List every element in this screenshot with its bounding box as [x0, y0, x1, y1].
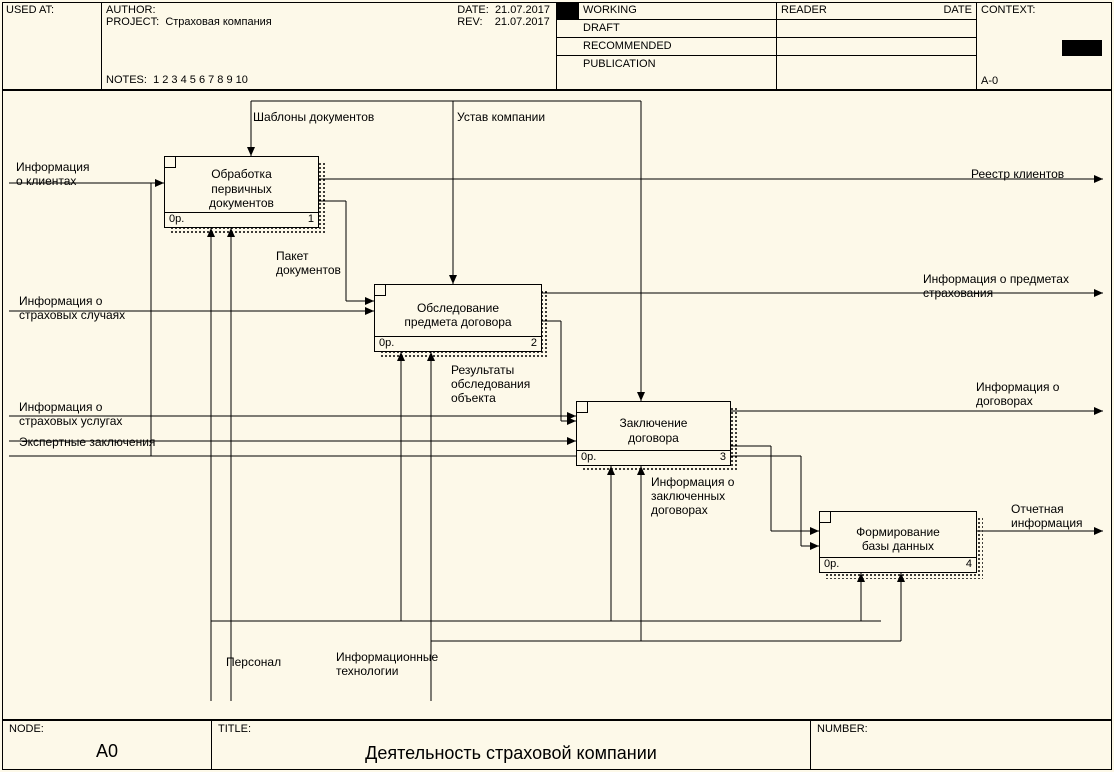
- flow-label-5: Результатыобследованияобъекта: [451, 364, 530, 405]
- flow-label-10: Информационныетехнологии: [336, 651, 438, 679]
- working-cell: WORKING: [579, 2, 777, 20]
- draft-label: DRAFT: [561, 22, 620, 34]
- context-label: CONTEXT:: [981, 4, 1035, 16]
- reader-row3: [777, 38, 977, 56]
- recommended-label: RECOMMENDED: [561, 40, 672, 52]
- working-label: WORKING: [583, 4, 637, 16]
- flow-label-8: Информация озаключенныхдоговорах: [651, 476, 734, 517]
- notes-value: 1 2 3 4 5 6 7 8 9 10: [153, 74, 248, 86]
- flow-label-3: Пакетдокументов: [276, 250, 341, 278]
- flow-label-0: Шаблоны документов: [253, 111, 374, 125]
- author-label: AUTHOR:: [106, 4, 156, 16]
- number-cell: NUMBER:: [810, 720, 1112, 770]
- date-label: DATE:: [457, 4, 489, 16]
- reader-date-label: DATE: [943, 4, 972, 16]
- status-marker: [557, 2, 579, 20]
- diagram-area: Обработкапервичныхдокументов0р.1 Обследов…: [2, 90, 1112, 720]
- reader-row4: [777, 56, 977, 90]
- reader-row2: [777, 20, 977, 38]
- notes-cell: NOTES: 1 2 3 4 5 6 7 8 9 10: [102, 72, 557, 90]
- title-label: TITLE:: [218, 723, 251, 735]
- activity-box-1: Обработкапервичныхдокументов0р.1: [164, 156, 319, 228]
- flow-label-7: Экспертные заключения: [19, 436, 155, 450]
- flow-label-1: Устав компании: [457, 111, 545, 125]
- node-cell: NODE: A0: [2, 720, 212, 770]
- draft-cell: DRAFT: [557, 20, 777, 38]
- rev-value: 21.07.2017: [495, 16, 550, 28]
- activity-box-3: Заключениедоговора0р.3: [576, 401, 731, 466]
- reader-label: READER: [781, 4, 827, 16]
- number-label: NUMBER:: [817, 723, 868, 735]
- flow-label-14: Отчетнаяинформация: [1011, 503, 1083, 531]
- reader-cell: READER DATE: [777, 2, 977, 20]
- flow-label-6: Информация остраховых услугах: [19, 401, 122, 429]
- context-cell: CONTEXT: A-0: [977, 2, 1112, 90]
- flow-label-2: Информацияо клиентах: [16, 161, 89, 189]
- activity-box-4: Формированиебазы данных0р.4: [819, 511, 977, 573]
- flow-label-13: Информация одоговорах: [976, 381, 1059, 409]
- publication-label: PUBLICATION: [561, 58, 656, 70]
- node-value: A0: [9, 741, 205, 762]
- node-label: NODE:: [9, 723, 44, 735]
- context-black-box: [1062, 40, 1102, 56]
- project-value: Страховая компания: [165, 16, 271, 28]
- used-at-cell: USED AT:: [2, 2, 102, 90]
- title-cell: TITLE: Деятельность страховой компании: [211, 720, 811, 770]
- title-value: Деятельность страховой компании: [218, 743, 804, 764]
- recommended-cell: RECOMMENDED: [557, 38, 777, 56]
- flow-label-4: Информация остраховых случаях: [19, 295, 125, 323]
- activity-box-2: Обследованиепредмета договора0р.2: [374, 284, 542, 352]
- publication-cell: PUBLICATION: [557, 56, 777, 90]
- flow-label-11: Реестр клиентов: [971, 168, 1064, 182]
- project-label: PROJECT:: [106, 16, 159, 28]
- notes-label: NOTES:: [106, 74, 147, 86]
- date-value: 21.07.2017: [495, 4, 550, 16]
- used-at-label: USED AT:: [6, 4, 54, 16]
- flow-label-9: Персонал: [226, 656, 281, 670]
- context-code: A-0: [981, 75, 998, 87]
- author-project-cell: AUTHOR: PROJECT: Страховая компания DATE…: [102, 2, 557, 74]
- rev-label: REV:: [457, 16, 482, 28]
- flow-label-12: Информация о предметахстрахования: [923, 273, 1069, 301]
